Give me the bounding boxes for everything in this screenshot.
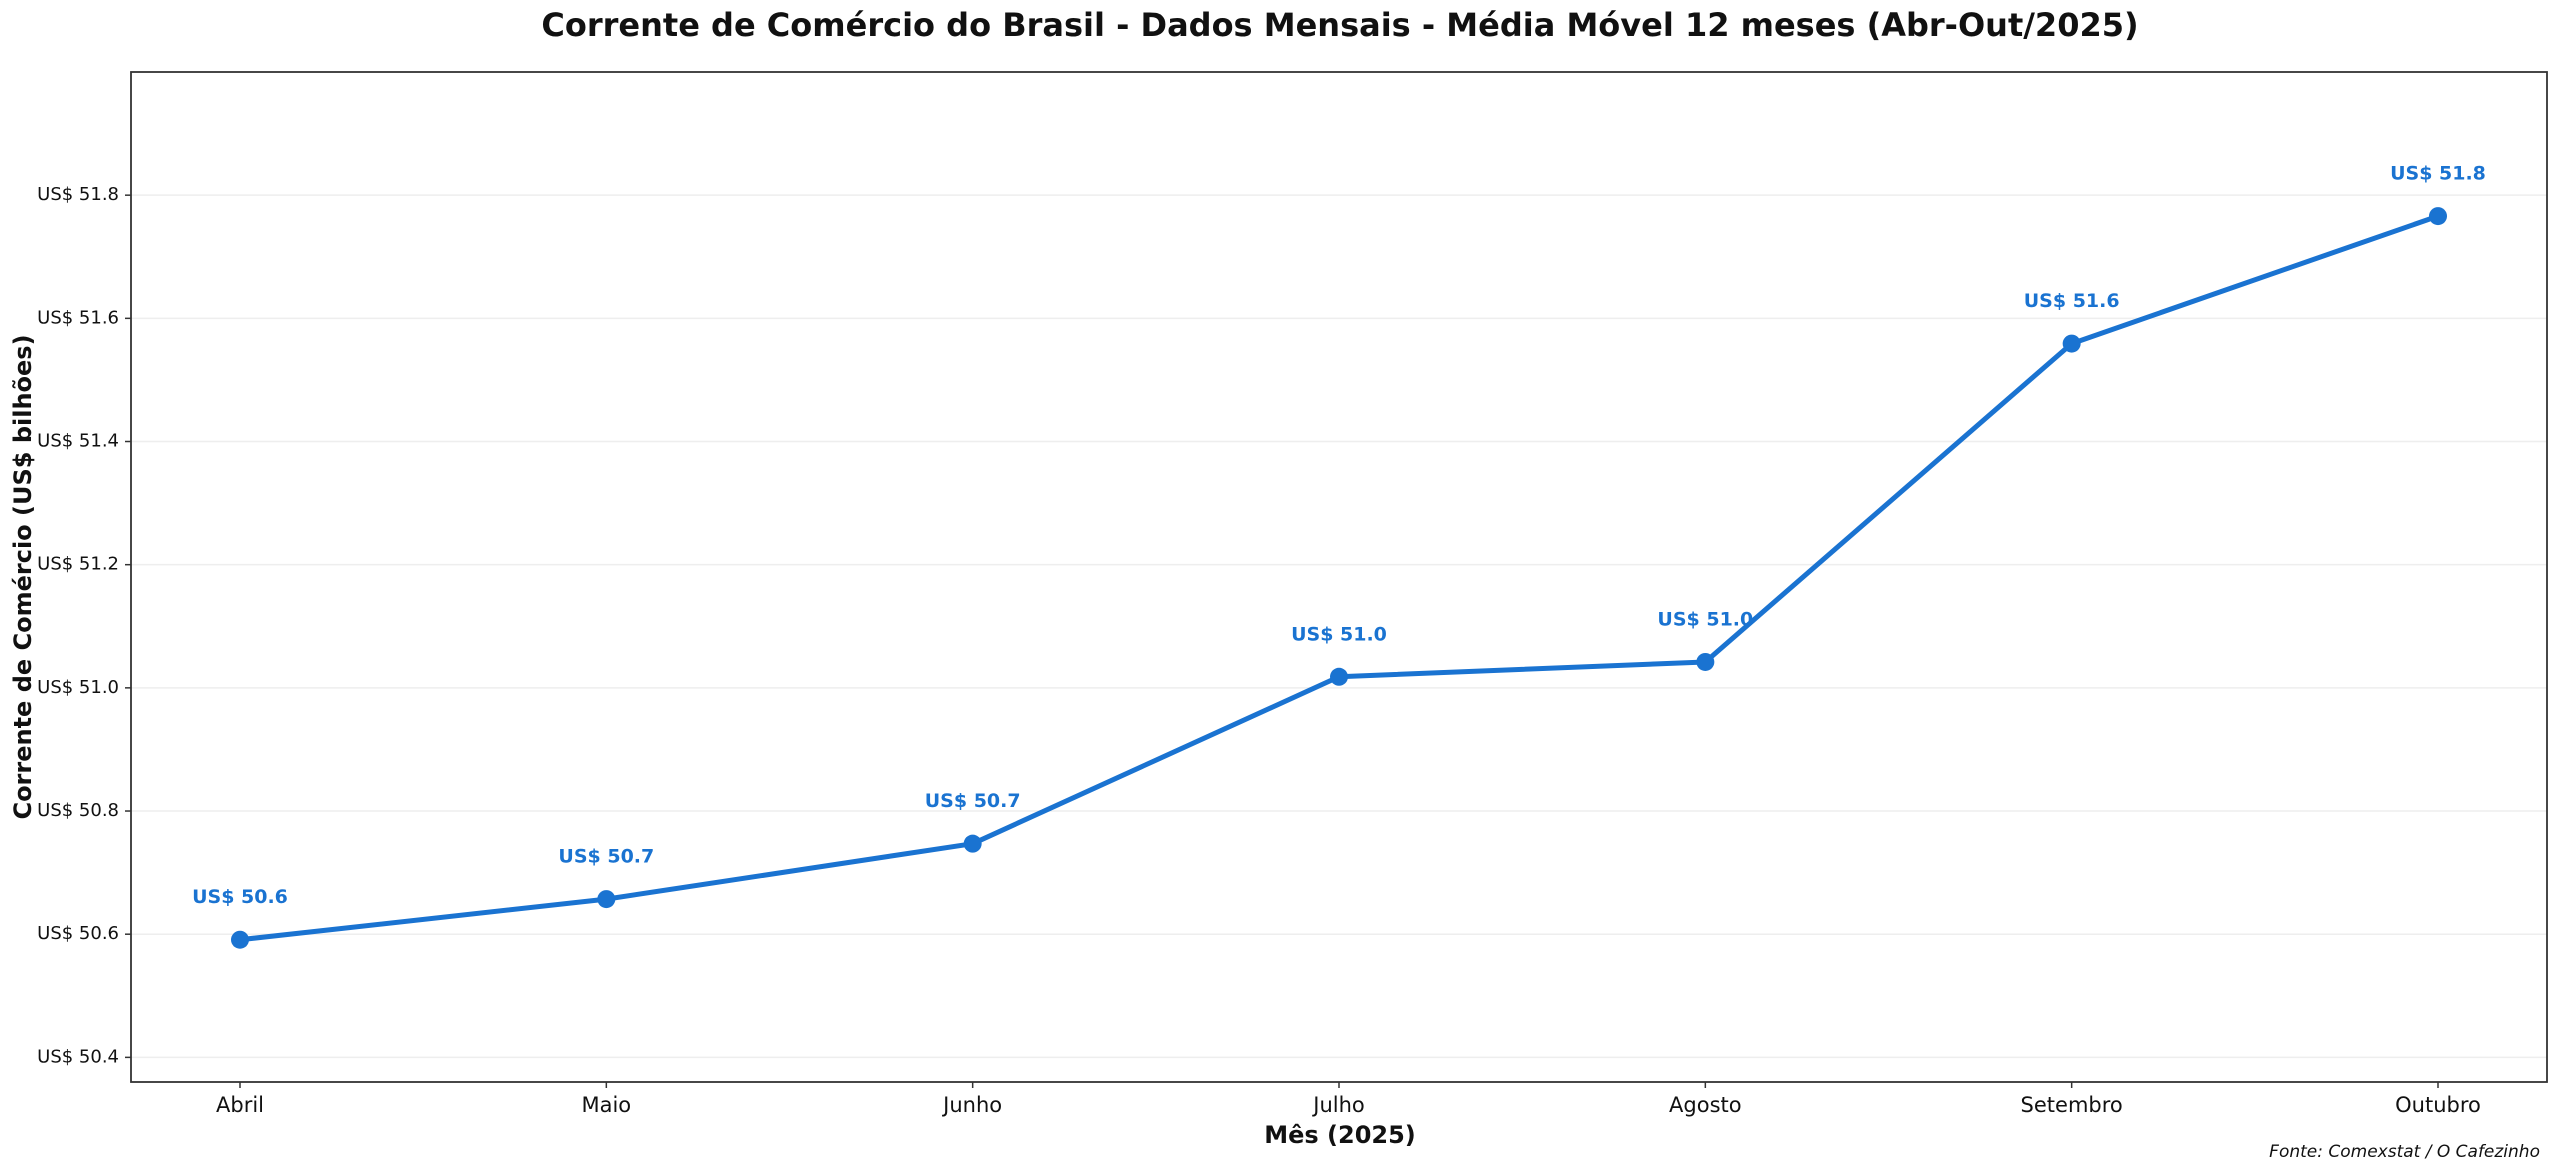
chart-title: Corrente de Comércio do Brasil - Dados M…: [541, 6, 2138, 44]
y-axis-label: Corrente de Comércio (US$ bilhões): [9, 334, 37, 819]
x-tick-label: Outubro: [2395, 1093, 2481, 1117]
x-tick-label: Abril: [216, 1093, 264, 1117]
data-label: US$ 50.7: [558, 846, 654, 868]
marker: [597, 890, 616, 909]
line: [239, 213, 2439, 943]
source-note: Fonte: Comexstat / O Cafezinho: [2269, 1142, 2540, 1162]
x-axis-label: Mês (2025): [1264, 1121, 1416, 1149]
data-label: US$ 50.7: [925, 790, 1021, 812]
marker: [231, 930, 249, 949]
x-tick-label: Julho: [1311, 1093, 1365, 1117]
y-tick-label: US$ 50.8: [37, 800, 119, 821]
data-label: US$ 51.8: [2390, 163, 2486, 185]
plot-frame: [130, 71, 2548, 1083]
y-tick-label: US$ 51.8: [37, 184, 119, 205]
marker: [1330, 667, 1348, 686]
data-label: US$ 51.6: [2024, 290, 2120, 312]
marker: [2062, 334, 2081, 353]
x-tick-label: Agosto: [1669, 1093, 1742, 1117]
data-label: US$ 51.0: [1657, 608, 1753, 630]
marker: [2429, 207, 2447, 226]
y-tick-label: US$ 50.4: [37, 1046, 119, 1067]
x-tick-label: Maio: [581, 1093, 631, 1117]
y-tick-label: US$ 51.2: [37, 554, 119, 575]
y-tick-label: US$ 50.6: [37, 923, 119, 944]
x-tick-label: Junho: [941, 1093, 1002, 1117]
data-label: US$ 51.0: [1291, 623, 1387, 645]
data-label: US$ 50.6: [192, 886, 288, 908]
marker: [963, 834, 982, 853]
y-tick-label: US$ 51.0: [37, 677, 119, 698]
y-tick-label: US$ 51.4: [37, 431, 119, 452]
y-tick-label: US$ 51.6: [37, 307, 119, 328]
marker: [1696, 652, 1715, 671]
x-tick-label: Setembro: [2021, 1093, 2123, 1117]
